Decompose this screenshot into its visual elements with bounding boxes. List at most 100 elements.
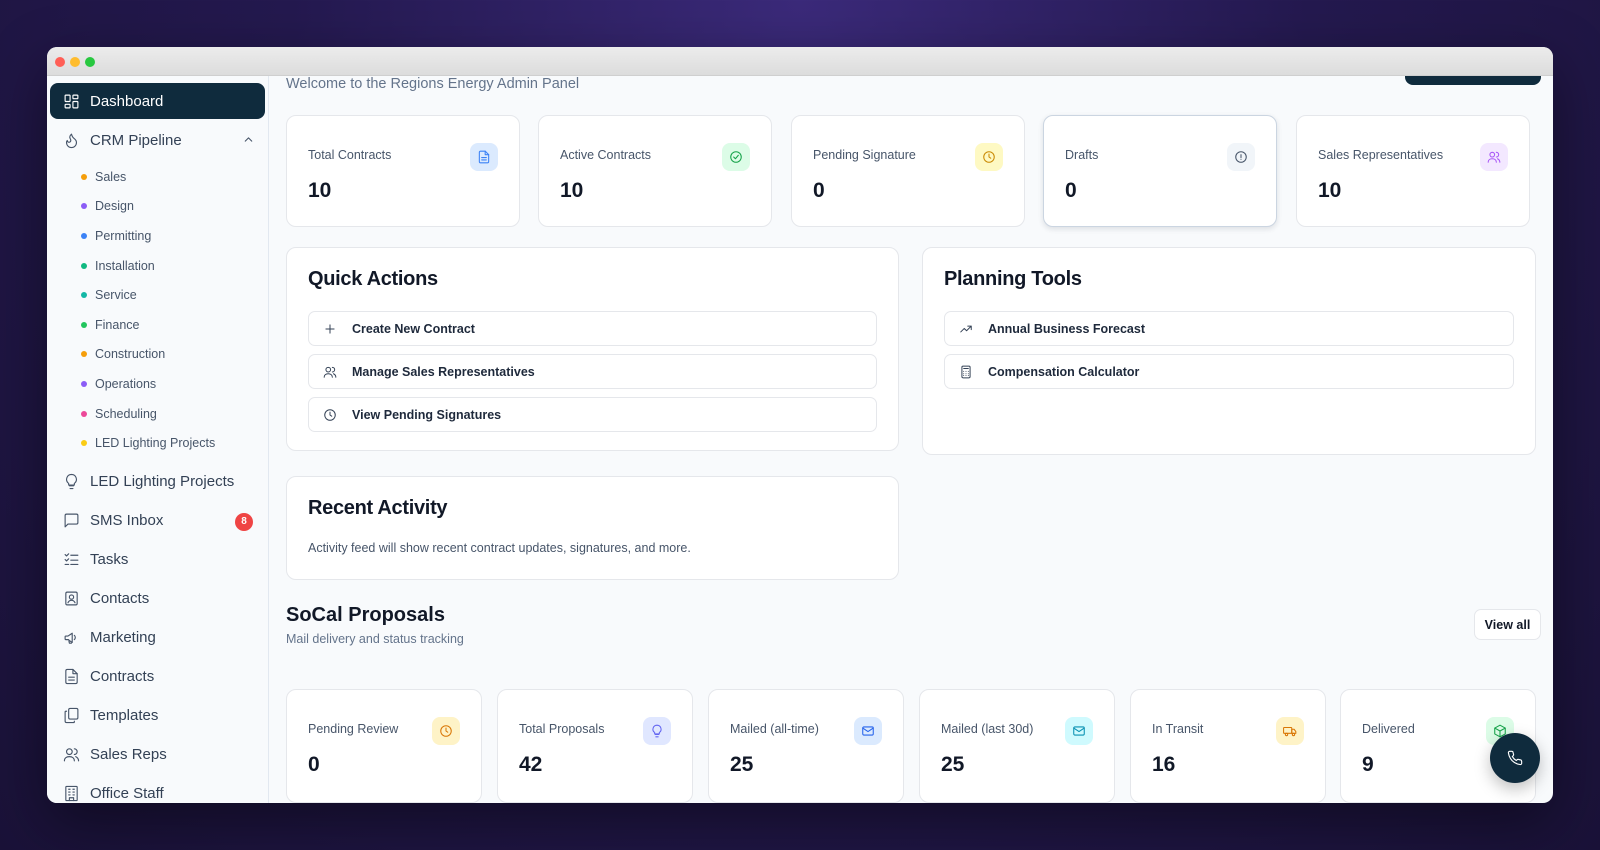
panel-title: Quick Actions xyxy=(308,268,438,290)
status-dot xyxy=(81,232,87,239)
title-bar xyxy=(47,47,1553,76)
proposal-stat-total-proposals: Total Proposals 42 xyxy=(497,689,693,803)
mail-icon xyxy=(1065,717,1093,745)
stat-value: 16 xyxy=(1152,753,1176,776)
panel-title: Recent Activity xyxy=(308,497,448,519)
sidebar-item-crm-pipeline[interactable]: CRM Pipeline xyxy=(50,122,265,158)
unread-count-badge: 8 xyxy=(235,512,253,531)
stat-label: Mailed (all-time) xyxy=(730,722,819,736)
check-circle-icon xyxy=(722,143,750,171)
app-window: Dashboard CRM Pipeline Sales Design Perm… xyxy=(47,47,1553,803)
status-dot xyxy=(81,321,87,328)
crm-stage-finance[interactable]: Finance xyxy=(47,310,268,340)
dashboard-icon xyxy=(62,92,80,110)
sidebar-item-label: Marketing xyxy=(90,629,156,647)
tasks-icon xyxy=(62,551,80,569)
section-title: SoCal Proposals xyxy=(286,604,445,626)
sidebar-item-contacts[interactable]: Contacts xyxy=(50,581,265,617)
welcome-text: Welcome to the Regions Energy Admin Pane… xyxy=(286,76,580,92)
phone-icon xyxy=(1507,750,1523,766)
sidebar-item-tasks[interactable]: Tasks xyxy=(50,542,265,578)
status-dot xyxy=(81,351,87,358)
close-window-button[interactable] xyxy=(55,57,65,67)
mail-icon xyxy=(854,717,882,745)
crm-stage-sales[interactable]: Sales xyxy=(47,162,268,192)
stat-value: 10 xyxy=(308,179,332,202)
sidebar-item-dashboard[interactable]: Dashboard xyxy=(50,83,265,119)
maximize-window-button[interactable] xyxy=(85,57,95,67)
users-icon xyxy=(1480,143,1508,171)
crm-stage-led-lighting[interactable]: LED Lighting Projects xyxy=(47,428,268,458)
status-dot xyxy=(81,292,87,299)
trending-up-icon xyxy=(959,322,973,336)
crm-stage-installation[interactable]: Installation xyxy=(47,251,268,281)
stat-card-drafts: Drafts 0 xyxy=(1043,115,1277,227)
main-content: Welcome to the Regions Energy Admin Pane… xyxy=(270,76,1553,803)
sidebar-item-label: Tasks xyxy=(90,551,129,569)
megaphone-icon xyxy=(62,629,80,647)
stat-card-sales-representatives: Sales Representatives 10 xyxy=(1296,115,1530,227)
crm-stage-design[interactable]: Design xyxy=(47,192,268,222)
stat-label: Sales Representatives xyxy=(1318,148,1444,162)
users-icon xyxy=(323,365,337,379)
stat-value: 0 xyxy=(308,753,320,776)
sidebar-item-sms-inbox[interactable]: SMS Inbox 8 xyxy=(50,503,265,539)
minimize-window-button[interactable] xyxy=(70,57,80,67)
stat-value: 25 xyxy=(941,753,965,776)
quick-actions-panel: Quick Actions Create New Contract Manage… xyxy=(286,247,899,451)
stat-value: 10 xyxy=(560,179,584,202)
crm-stage-scheduling[interactable]: Scheduling xyxy=(47,399,268,429)
lightbulb-icon xyxy=(643,717,671,745)
sidebar-item-label: CRM Pipeline xyxy=(90,131,182,149)
contact-icon xyxy=(62,590,80,608)
crm-stage-construction[interactable]: Construction xyxy=(47,340,268,370)
sidebar-item-led-lighting-projects[interactable]: LED Lighting Projects xyxy=(50,464,265,500)
view-pending-signatures-button[interactable]: View Pending Signatures xyxy=(308,397,877,432)
compensation-calculator-button[interactable]: Compensation Calculator xyxy=(944,354,1514,389)
create-new-contract-button[interactable]: Create New Contract xyxy=(308,311,877,346)
sidebar-item-templates[interactable]: Templates xyxy=(50,698,265,734)
crm-stage-permitting[interactable]: Permitting xyxy=(47,221,268,251)
crm-stage-list: Sales Design Permitting Installation Ser… xyxy=(47,162,268,458)
planning-tools-panel: Planning Tools Annual Business Forecast … xyxy=(922,247,1536,455)
stat-label: Mailed (last 30d) xyxy=(941,722,1034,736)
templates-icon xyxy=(62,707,80,725)
sidebar-item-contracts[interactable]: Contracts xyxy=(50,659,265,695)
panel-title: Planning Tools xyxy=(944,268,1082,290)
flame-icon xyxy=(62,131,80,149)
proposal-stat-mailed-all-time: Mailed (all-time) 25 xyxy=(708,689,904,803)
plus-icon xyxy=(323,322,337,336)
calculator-icon xyxy=(959,365,973,379)
sidebar-item-sales-reps[interactable]: Sales Reps xyxy=(50,737,265,773)
clock-icon xyxy=(432,717,460,745)
document-icon xyxy=(62,668,80,686)
crm-stage-service[interactable]: Service xyxy=(47,280,268,310)
status-dot xyxy=(81,440,87,447)
header-action-button[interactable] xyxy=(1405,76,1541,85)
view-all-button[interactable]: View all xyxy=(1474,609,1541,640)
sidebar-item-office-staff[interactable]: Office Staff xyxy=(50,776,265,803)
sidebar-item-label: Contacts xyxy=(90,590,150,608)
message-icon xyxy=(62,512,80,530)
proposal-stat-mailed-last-30d: Mailed (last 30d) 25 xyxy=(919,689,1115,803)
sidebar-item-label: Sales Reps xyxy=(90,746,167,764)
chevron-up-icon[interactable] xyxy=(242,133,255,150)
stat-card-pending-signature: Pending Signature 0 xyxy=(791,115,1025,227)
recent-activity-panel: Recent Activity Activity feed will show … xyxy=(286,476,899,580)
stat-card-total-contracts: Total Contracts 10 xyxy=(286,115,520,227)
truck-icon xyxy=(1276,717,1304,745)
stat-value: 9 xyxy=(1362,753,1374,776)
stat-label: Delivered xyxy=(1362,722,1415,736)
crm-stage-operations[interactable]: Operations xyxy=(47,369,268,399)
proposal-stat-in-transit: In Transit 16 xyxy=(1130,689,1326,803)
clock-icon xyxy=(975,143,1003,171)
manage-sales-representatives-button[interactable]: Manage Sales Representatives xyxy=(308,354,877,389)
stat-value: 42 xyxy=(519,753,543,776)
phone-call-button[interactable] xyxy=(1490,733,1540,783)
annual-business-forecast-button[interactable]: Annual Business Forecast xyxy=(944,311,1514,346)
users-icon xyxy=(62,746,80,764)
sidebar-item-label: Dashboard xyxy=(90,92,164,110)
sidebar-item-marketing[interactable]: Marketing xyxy=(50,620,265,656)
building-icon xyxy=(62,785,80,803)
stat-value: 10 xyxy=(1318,179,1342,202)
